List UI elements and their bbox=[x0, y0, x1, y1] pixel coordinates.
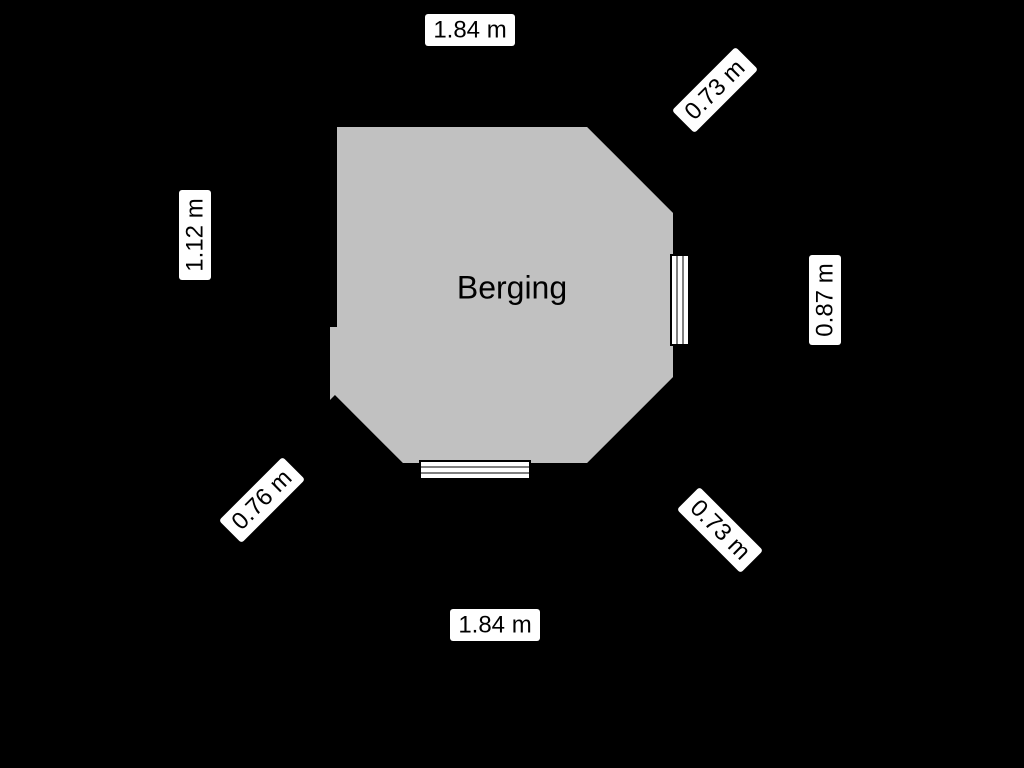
svg-text:1.12 m: 1.12 m bbox=[181, 198, 208, 271]
dimension-right: 0.87 m bbox=[809, 255, 841, 345]
svg-text:0.87 m: 0.87 m bbox=[811, 263, 838, 336]
window bbox=[671, 255, 689, 345]
svg-text:0.76 m: 0.76 m bbox=[226, 464, 297, 535]
door-swing-arc bbox=[250, 320, 330, 400]
dimension-bottom-right: 0.73 m bbox=[677, 487, 763, 573]
dimension-left: 1.12 m bbox=[179, 190, 211, 280]
svg-text:0.73 m: 0.73 m bbox=[685, 494, 756, 565]
room-label: Berging bbox=[457, 269, 567, 305]
dimension-top-right: 0.73 m bbox=[672, 47, 758, 133]
svg-text:0.73 m: 0.73 m bbox=[679, 54, 750, 125]
room-group: Berging bbox=[250, 113, 689, 479]
dimension-bottom: 1.84 m bbox=[450, 609, 540, 641]
floorplan-svg: Berging 1.84 m 0.73 m 0.87 m 0.73 m 1.84 m 0.… bbox=[0, 0, 1024, 768]
svg-text:1.84 m: 1.84 m bbox=[458, 611, 531, 638]
window bbox=[420, 461, 530, 479]
svg-text:1.84 m: 1.84 m bbox=[433, 16, 506, 43]
dimension-top: 1.84 m bbox=[425, 14, 515, 46]
dimension-bottom-left: 0.76 m bbox=[219, 457, 305, 543]
